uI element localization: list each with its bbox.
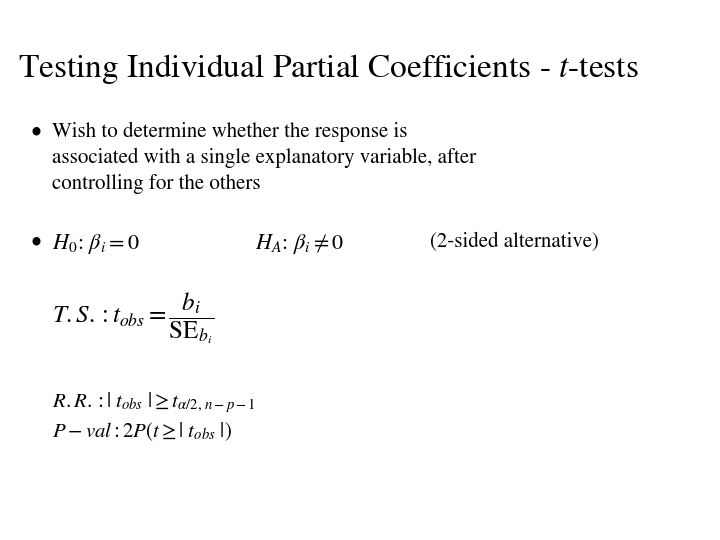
Text: $H_0$: $\beta_i = 0$: $H_0$: $\beta_i = 0$ [52, 232, 140, 256]
Text: Wish to determine whether the response is: Wish to determine whether the response i… [52, 122, 408, 142]
Text: $R.R.: |\ t_{obs}\ | \geq t_{\alpha/2,\, n-p-1}$: $R.R.: |\ t_{obs}\ | \geq t_{\alpha/2,\,… [52, 390, 256, 415]
Text: •: • [30, 122, 41, 142]
Text: controlling for the others: controlling for the others [52, 174, 261, 194]
Text: $P - val: 2P(t \geq |\ t_{obs}\ |)$: $P - val: 2P(t \geq |\ t_{obs}\ |)$ [52, 420, 232, 443]
Text: associated with a single explanatory variable, after: associated with a single explanatory var… [52, 148, 476, 168]
Text: Testing Individual Partial Coefficients - $\mathit{t}$-tests: Testing Individual Partial Coefficients … [18, 52, 639, 86]
Text: •: • [30, 232, 41, 252]
Text: $H_A$: $\beta_i \neq 0$: $H_A$: $\beta_i \neq 0$ [255, 232, 344, 256]
Text: (2-sided alternative): (2-sided alternative) [430, 232, 599, 252]
Text: $T.S.: t_{obs} = \dfrac{b_i}{\mathrm{SE}_{b_i}}$: $T.S.: t_{obs} = \dfrac{b_i}{\mathrm{SE}… [52, 290, 215, 346]
